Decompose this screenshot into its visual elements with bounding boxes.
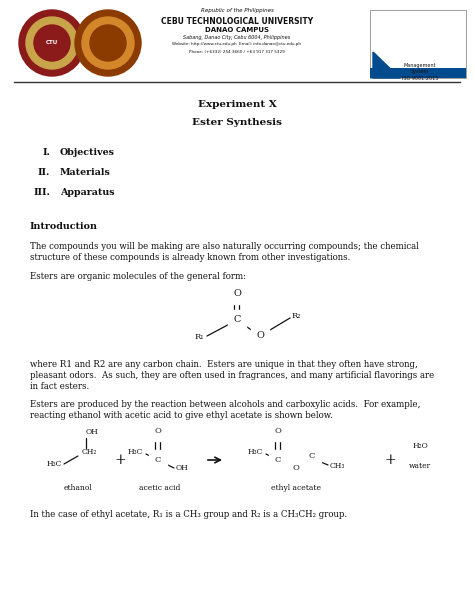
Text: C: C bbox=[233, 316, 241, 324]
Polygon shape bbox=[373, 52, 400, 78]
Text: CH₂: CH₂ bbox=[82, 448, 97, 456]
Circle shape bbox=[75, 10, 141, 76]
Text: R₁: R₁ bbox=[194, 333, 204, 341]
Circle shape bbox=[34, 25, 70, 61]
Text: In the case of ethyl acetate, R₁ is a CH₃ group and R₂ is a CH₃CH₂ group.: In the case of ethyl acetate, R₁ is a CH… bbox=[30, 510, 347, 519]
Text: Republic of the Philippines: Republic of the Philippines bbox=[201, 8, 273, 13]
Bar bbox=[370, 68, 466, 78]
Text: O: O bbox=[256, 332, 264, 340]
Text: H₃C: H₃C bbox=[46, 460, 62, 468]
Text: ethyl acetate: ethyl acetate bbox=[271, 484, 321, 492]
Text: water: water bbox=[409, 462, 431, 470]
Text: where R1 and R2 are any carbon chain.  Esters are unique in that they often have: where R1 and R2 are any carbon chain. Es… bbox=[30, 360, 418, 369]
Circle shape bbox=[19, 10, 85, 76]
Text: in fact esters.: in fact esters. bbox=[30, 382, 89, 391]
Text: Experiment X: Experiment X bbox=[198, 100, 276, 109]
Text: ISO 9001:2015: ISO 9001:2015 bbox=[402, 77, 438, 82]
Text: Esters are organic molecules of the general form:: Esters are organic molecules of the gene… bbox=[30, 272, 246, 281]
Text: structure of these compounds is already known from other investigations.: structure of these compounds is already … bbox=[30, 253, 350, 262]
Text: O: O bbox=[274, 427, 282, 435]
Circle shape bbox=[82, 17, 134, 69]
Text: O: O bbox=[292, 464, 300, 472]
Text: reacting ethanol with acetic acid to give ethyl acetate is shown below.: reacting ethanol with acetic acid to giv… bbox=[30, 411, 333, 420]
Text: acetic acid: acetic acid bbox=[139, 484, 181, 492]
Text: Website: http://www.ctu.edu.ph  Email: info.danao@ctu.edu.ph: Website: http://www.ctu.edu.ph Email: in… bbox=[173, 42, 301, 46]
Text: The compounds you will be making are also naturally occurring compounds; the che: The compounds you will be making are als… bbox=[30, 242, 419, 251]
Text: +: + bbox=[114, 453, 126, 467]
Text: Esters are produced by the reaction between alcohols and carboxylic acids.  For : Esters are produced by the reaction betw… bbox=[30, 400, 420, 409]
Text: H₃C: H₃C bbox=[247, 448, 263, 456]
Text: Sabang, Danao City, Cebu 6004, Philippines: Sabang, Danao City, Cebu 6004, Philippin… bbox=[183, 35, 291, 40]
Text: Apparatus: Apparatus bbox=[60, 188, 115, 197]
Text: O: O bbox=[155, 427, 162, 435]
Text: Phone: (+6332) 254 3660 / +63 917 317 5329: Phone: (+6332) 254 3660 / +63 917 317 53… bbox=[189, 50, 285, 54]
Text: System: System bbox=[411, 69, 429, 75]
Text: C: C bbox=[309, 452, 315, 460]
Text: DANAO CAMPUS: DANAO CAMPUS bbox=[205, 27, 269, 33]
Text: Materials: Materials bbox=[60, 168, 111, 177]
Text: Introduction: Introduction bbox=[30, 222, 98, 231]
Text: +: + bbox=[384, 453, 396, 467]
Text: CH₃: CH₃ bbox=[330, 462, 346, 470]
Text: CEBU TECHNOLOGICAL UNIVERSITY: CEBU TECHNOLOGICAL UNIVERSITY bbox=[161, 17, 313, 26]
Text: OH: OH bbox=[176, 464, 189, 472]
Text: III.: III. bbox=[33, 188, 50, 197]
Text: TÜV: TÜV bbox=[380, 55, 391, 59]
Text: OH: OH bbox=[86, 428, 99, 436]
Text: Objectives: Objectives bbox=[60, 148, 115, 157]
Text: ethanol: ethanol bbox=[64, 484, 92, 492]
Text: H₃C: H₃C bbox=[128, 448, 143, 456]
Text: H₂O: H₂O bbox=[412, 442, 428, 450]
Text: Ester Synthesis: Ester Synthesis bbox=[192, 118, 282, 127]
Text: R₂: R₂ bbox=[292, 312, 301, 320]
Text: Management: Management bbox=[404, 63, 436, 67]
Text: II.: II. bbox=[37, 168, 50, 177]
Text: pleasant odors.  As such, they are often used in fragrances, and many artificial: pleasant odors. As such, they are often … bbox=[30, 371, 434, 380]
Circle shape bbox=[90, 25, 126, 61]
Circle shape bbox=[26, 17, 78, 69]
Text: C: C bbox=[155, 456, 161, 464]
Text: O: O bbox=[233, 289, 241, 298]
Text: C: C bbox=[275, 456, 281, 464]
Text: I.: I. bbox=[42, 148, 50, 157]
Bar bbox=[370, 10, 466, 78]
Text: CTU: CTU bbox=[46, 40, 58, 45]
Text: H₂: H₂ bbox=[308, 446, 316, 451]
